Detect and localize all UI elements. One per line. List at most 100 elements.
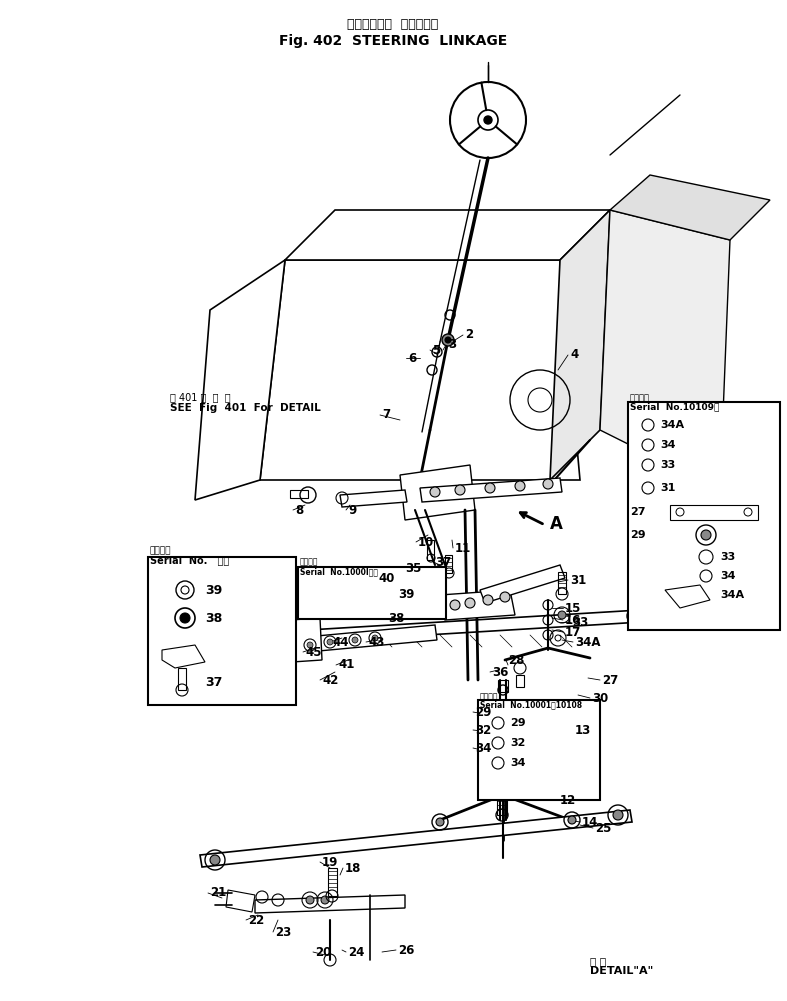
Circle shape [500,747,506,753]
Text: Serial  No.10001～10108: Serial No.10001～10108 [480,700,582,709]
Text: 5: 5 [432,343,440,356]
Bar [298,567,446,619]
Text: 25: 25 [595,822,611,835]
Text: 31: 31 [660,483,675,493]
Text: 23: 23 [275,926,291,939]
Circle shape [352,637,358,643]
Circle shape [568,816,576,824]
Polygon shape [420,478,562,502]
Bar [398,572,405,592]
Text: 4: 4 [570,348,578,361]
Bar [328,868,337,896]
Text: 31: 31 [570,574,586,587]
Circle shape [465,598,475,608]
Text: 27: 27 [602,674,619,687]
Text: 11: 11 [455,542,471,555]
Polygon shape [255,895,405,913]
Text: 9: 9 [348,504,357,517]
Circle shape [613,810,623,820]
Bar [497,790,507,815]
Bar [558,572,566,594]
Circle shape [455,485,465,495]
Text: Serial  No.10109～: Serial No.10109～ [630,402,719,411]
Circle shape [307,642,313,648]
Text: 12: 12 [560,794,576,807]
Text: 29: 29 [475,706,491,719]
Polygon shape [610,175,770,240]
Bar [427,540,434,560]
Text: 8: 8 [295,504,303,517]
Text: 40: 40 [378,572,394,585]
Text: 3: 3 [448,338,456,351]
Text: ステアリング  リンケージ: ステアリング リンケージ [347,18,438,31]
Text: 17: 17 [565,626,582,639]
Circle shape [327,639,333,645]
Text: 14: 14 [582,816,598,829]
Circle shape [556,726,564,734]
Circle shape [450,600,460,610]
Circle shape [543,479,553,489]
Polygon shape [285,210,610,260]
Text: SEE  Fig  401  For  DETAIL: SEE Fig 401 For DETAIL [170,403,321,413]
Circle shape [558,611,566,619]
Text: 34: 34 [510,758,526,768]
Text: 29: 29 [510,718,526,728]
Polygon shape [225,610,642,647]
Text: Serial  No.   ・～: Serial No. ・～ [150,555,229,565]
Text: 適用号地: 適用号地 [300,557,319,566]
Text: 適用号地: 適用号地 [630,393,650,402]
Text: 38: 38 [205,612,222,625]
Text: 45: 45 [305,646,322,659]
Text: 28: 28 [508,654,524,667]
Text: 適用号地: 適用号地 [150,546,172,555]
Text: 34A: 34A [720,590,745,600]
Circle shape [442,334,454,346]
Polygon shape [290,618,322,662]
Bar [478,700,600,800]
Text: 16: 16 [565,614,582,627]
Text: 29: 29 [630,530,645,540]
Polygon shape [260,260,580,480]
Text: 33: 33 [660,460,675,470]
Text: 36: 36 [492,666,508,679]
Polygon shape [480,565,565,603]
Text: 44: 44 [332,636,349,649]
Text: 33: 33 [720,552,735,562]
Text: 39: 39 [205,584,222,597]
Text: 42: 42 [322,674,338,687]
Bar [445,555,452,573]
Circle shape [631,612,639,620]
Text: 34A: 34A [660,420,684,430]
Text: 2: 2 [465,328,473,341]
Circle shape [500,592,510,602]
Text: 35: 35 [405,562,421,575]
Circle shape [701,530,711,540]
Text: 13: 13 [575,724,591,737]
Circle shape [515,481,525,491]
Bar [498,680,508,692]
Text: 34: 34 [660,440,675,450]
Text: 10: 10 [418,536,434,549]
Text: 参 401 図  参  照: 参 401 図 参 照 [170,392,231,402]
Circle shape [484,116,492,124]
Text: 41: 41 [338,659,354,672]
Text: DETAIL"A": DETAIL"A" [590,966,653,976]
Text: 24: 24 [348,946,364,959]
Text: 34A: 34A [575,636,600,649]
Polygon shape [400,465,475,520]
Text: A: A [550,515,563,533]
Circle shape [483,595,493,605]
Text: 33: 33 [572,616,588,629]
Bar [178,668,186,690]
Text: 30: 30 [592,692,608,705]
Text: 21: 21 [210,887,226,900]
Text: 37: 37 [435,556,451,569]
Bar [516,675,524,687]
Circle shape [372,635,378,641]
Text: 34: 34 [475,742,491,755]
Text: 19: 19 [322,856,338,869]
Circle shape [306,896,314,904]
Text: 18: 18 [345,862,361,875]
Bar [148,557,296,705]
Circle shape [436,818,444,826]
